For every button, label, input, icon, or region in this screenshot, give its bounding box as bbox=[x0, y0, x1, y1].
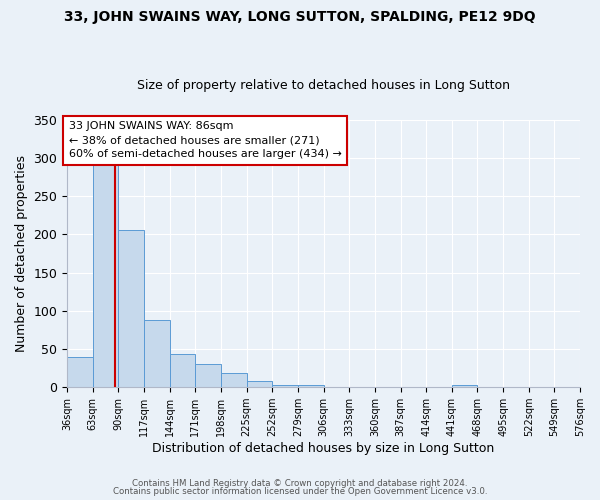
Text: 33 JOHN SWAINS WAY: 86sqm
← 38% of detached houses are smaller (271)
60% of semi: 33 JOHN SWAINS WAY: 86sqm ← 38% of detac… bbox=[69, 121, 342, 159]
Bar bbox=[272, 385, 298, 387]
Bar bbox=[118, 230, 144, 387]
X-axis label: Distribution of detached houses by size in Long Sutton: Distribution of detached houses by size … bbox=[152, 442, 495, 455]
Bar bbox=[196, 364, 221, 387]
Bar bbox=[67, 356, 93, 387]
Bar bbox=[144, 320, 170, 387]
Y-axis label: Number of detached properties: Number of detached properties bbox=[15, 155, 28, 352]
Text: 33, JOHN SWAINS WAY, LONG SUTTON, SPALDING, PE12 9DQ: 33, JOHN SWAINS WAY, LONG SUTTON, SPALDI… bbox=[64, 10, 536, 24]
Title: Size of property relative to detached houses in Long Sutton: Size of property relative to detached ho… bbox=[137, 79, 510, 92]
Bar bbox=[170, 354, 196, 387]
Bar bbox=[221, 374, 247, 387]
Bar bbox=[452, 385, 478, 387]
Text: Contains HM Land Registry data © Crown copyright and database right 2024.: Contains HM Land Registry data © Crown c… bbox=[132, 478, 468, 488]
Text: Contains public sector information licensed under the Open Government Licence v3: Contains public sector information licen… bbox=[113, 487, 487, 496]
Bar bbox=[298, 385, 323, 387]
Bar bbox=[93, 163, 118, 387]
Bar bbox=[247, 381, 272, 387]
